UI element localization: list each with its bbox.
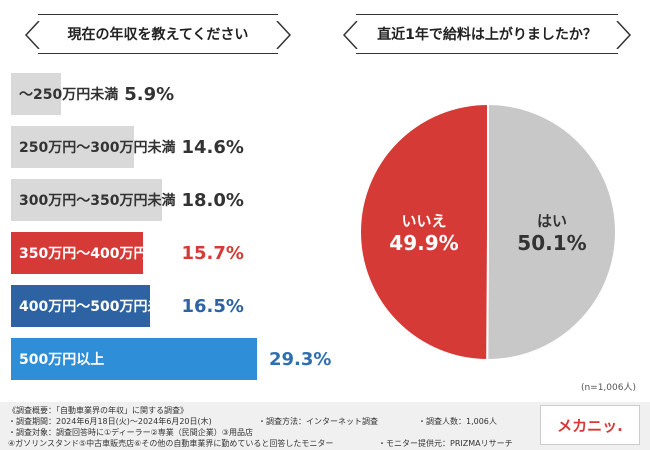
pie-label-0: はい xyxy=(537,212,567,230)
bar-label-2: 300万円〜350万円未満 xyxy=(19,193,176,209)
bar-2 xyxy=(11,179,163,221)
bar-4 xyxy=(11,285,150,327)
pie-label-1: いいえ xyxy=(401,212,446,230)
bar-row-5: 500万円以上 29.3% xyxy=(11,338,331,380)
left-question-banner: 現在の年収を教えてください xyxy=(24,13,292,54)
logo-text: メカニッ. xyxy=(557,416,623,435)
bar-value-3: 15.7% xyxy=(181,242,244,264)
bar-0 xyxy=(11,73,61,115)
banner-left-bracket xyxy=(342,21,358,49)
footer-provider: ・モニター提供元：PRIZMAリサーチ xyxy=(378,439,513,448)
pie-slice-0 xyxy=(486,102,617,361)
bar-value-2: 18.0% xyxy=(181,189,244,211)
footer-title: 《調査概要：「自動車業界の年収」に関する調査》 xyxy=(8,406,188,415)
bar-value-5: 29.3% xyxy=(269,348,332,370)
bar-label-1: 250万円〜300万円未満 xyxy=(19,140,176,156)
bar-row-2: 300万円〜350万円未満 18.0% xyxy=(11,179,244,221)
bar-value-1: 14.6% xyxy=(181,136,244,158)
bar-3 xyxy=(11,232,143,274)
bar-5 xyxy=(11,338,257,380)
bar-label-5: 500万円以上 xyxy=(19,352,105,368)
bar-row-3: 350万円〜400万円未満 15.7% xyxy=(11,232,244,274)
banner-right-bracket xyxy=(276,21,292,49)
footer-count: ・調査人数：1,006人 xyxy=(418,417,497,426)
bar-1 xyxy=(11,126,134,168)
bar-row-1: 250万円〜300万円未満 14.6% xyxy=(11,126,244,168)
footer-period: ・調査期間：2024年6月18日(火)〜2024年6月20日(木) xyxy=(8,417,212,426)
bar-value-0: 5.9% xyxy=(124,83,175,105)
banner-left-bracket xyxy=(24,21,40,49)
bar-value-4: 16.5% xyxy=(181,295,244,317)
sample-size-note: (n=1,006人) xyxy=(580,383,636,393)
banner-right-bracket xyxy=(616,21,632,49)
footer-method: ・調査方法：インターネット調査 xyxy=(258,417,378,426)
pie-slice-1 xyxy=(359,102,489,362)
footer-target: ・調査対象：調査回答時に①ディーラー②専業（民間企業）③用品店 xyxy=(8,428,253,437)
bar-label-4: 400万円〜500万円未満 xyxy=(19,299,176,315)
right-question-banner: 直近1年で給料は上がりましたか？ xyxy=(342,13,632,54)
pie-value-0: 50.1% xyxy=(517,231,586,255)
bar-label-0: 〜250万円未満 xyxy=(19,87,119,103)
footer-target-cont: ④ガソリンスタンド⑤中古車販売店⑥その他の自動車業界に勤めていると回答したモニタ… xyxy=(8,439,334,448)
pie-value-1: 49.9% xyxy=(389,231,458,255)
bar-label-3: 350万円〜400万円未満 xyxy=(19,246,176,262)
bar-row-0: 〜250万円未満 5.9% xyxy=(11,73,174,115)
mechanic-logo: メカニッ. xyxy=(540,405,640,445)
bar-row-4: 400万円〜500万円未満 16.5% xyxy=(11,285,244,327)
